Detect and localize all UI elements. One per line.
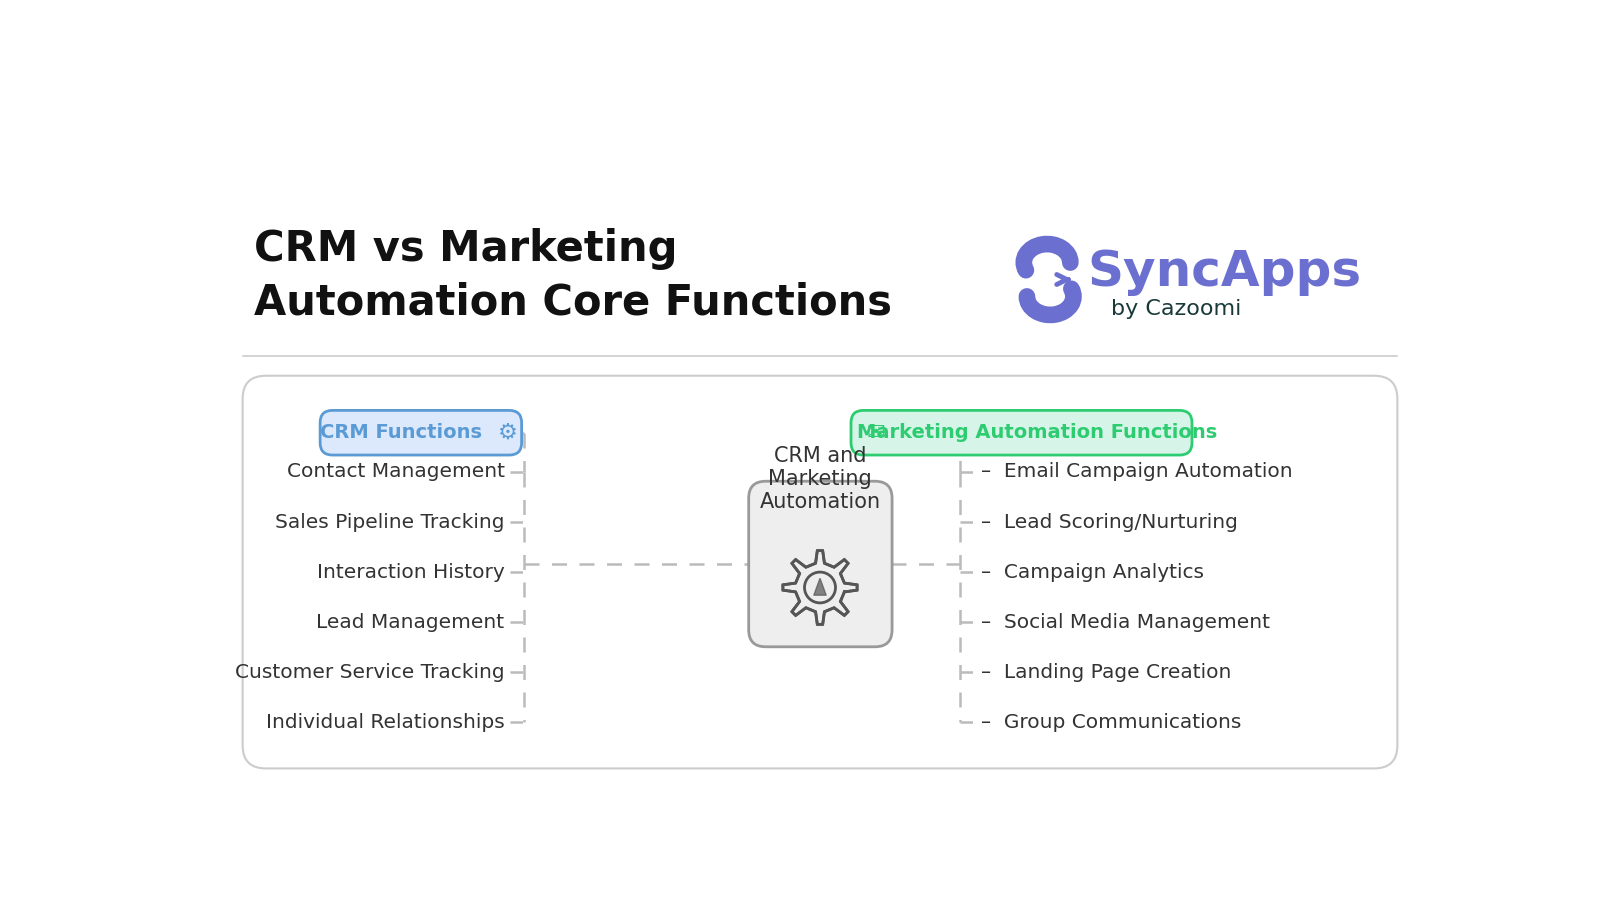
Text: Sales Pipeline Tracking: Sales Pipeline Tracking [275,513,504,531]
Text: Lead Management: Lead Management [317,612,504,631]
Text: –  Campaign Analytics: – Campaign Analytics [981,563,1205,581]
FancyBboxPatch shape [749,481,893,647]
FancyBboxPatch shape [243,375,1397,769]
Text: Automation Core Functions: Automation Core Functions [254,281,893,323]
Text: CRM and
Marketing
Automation: CRM and Marketing Automation [760,445,880,512]
FancyBboxPatch shape [851,410,1192,456]
Text: Individual Relationships: Individual Relationships [266,712,504,732]
Text: CRM Functions: CRM Functions [320,424,483,442]
Text: ⚙: ⚙ [498,423,518,443]
Text: –  Group Communications: – Group Communications [981,712,1242,732]
Text: –  Lead Scoring/Nurturing: – Lead Scoring/Nurturing [981,513,1238,531]
Text: –  Landing Page Creation: – Landing Page Creation [981,662,1232,681]
Text: ✉: ✉ [867,423,885,443]
Text: Contact Management: Contact Management [286,463,504,482]
FancyBboxPatch shape [320,410,522,456]
Text: by Cazoomi: by Cazoomi [1112,299,1242,319]
Text: Marketing Automation Functions: Marketing Automation Functions [858,424,1218,442]
Text: SyncApps: SyncApps [1088,248,1362,296]
Polygon shape [814,578,826,595]
Text: Interaction History: Interaction History [317,563,504,581]
Text: –  Email Campaign Automation: – Email Campaign Automation [981,463,1293,482]
Text: CRM vs Marketing: CRM vs Marketing [254,228,678,270]
Text: –  Social Media Management: – Social Media Management [981,612,1270,631]
Text: Customer Service Tracking: Customer Service Tracking [235,662,504,681]
